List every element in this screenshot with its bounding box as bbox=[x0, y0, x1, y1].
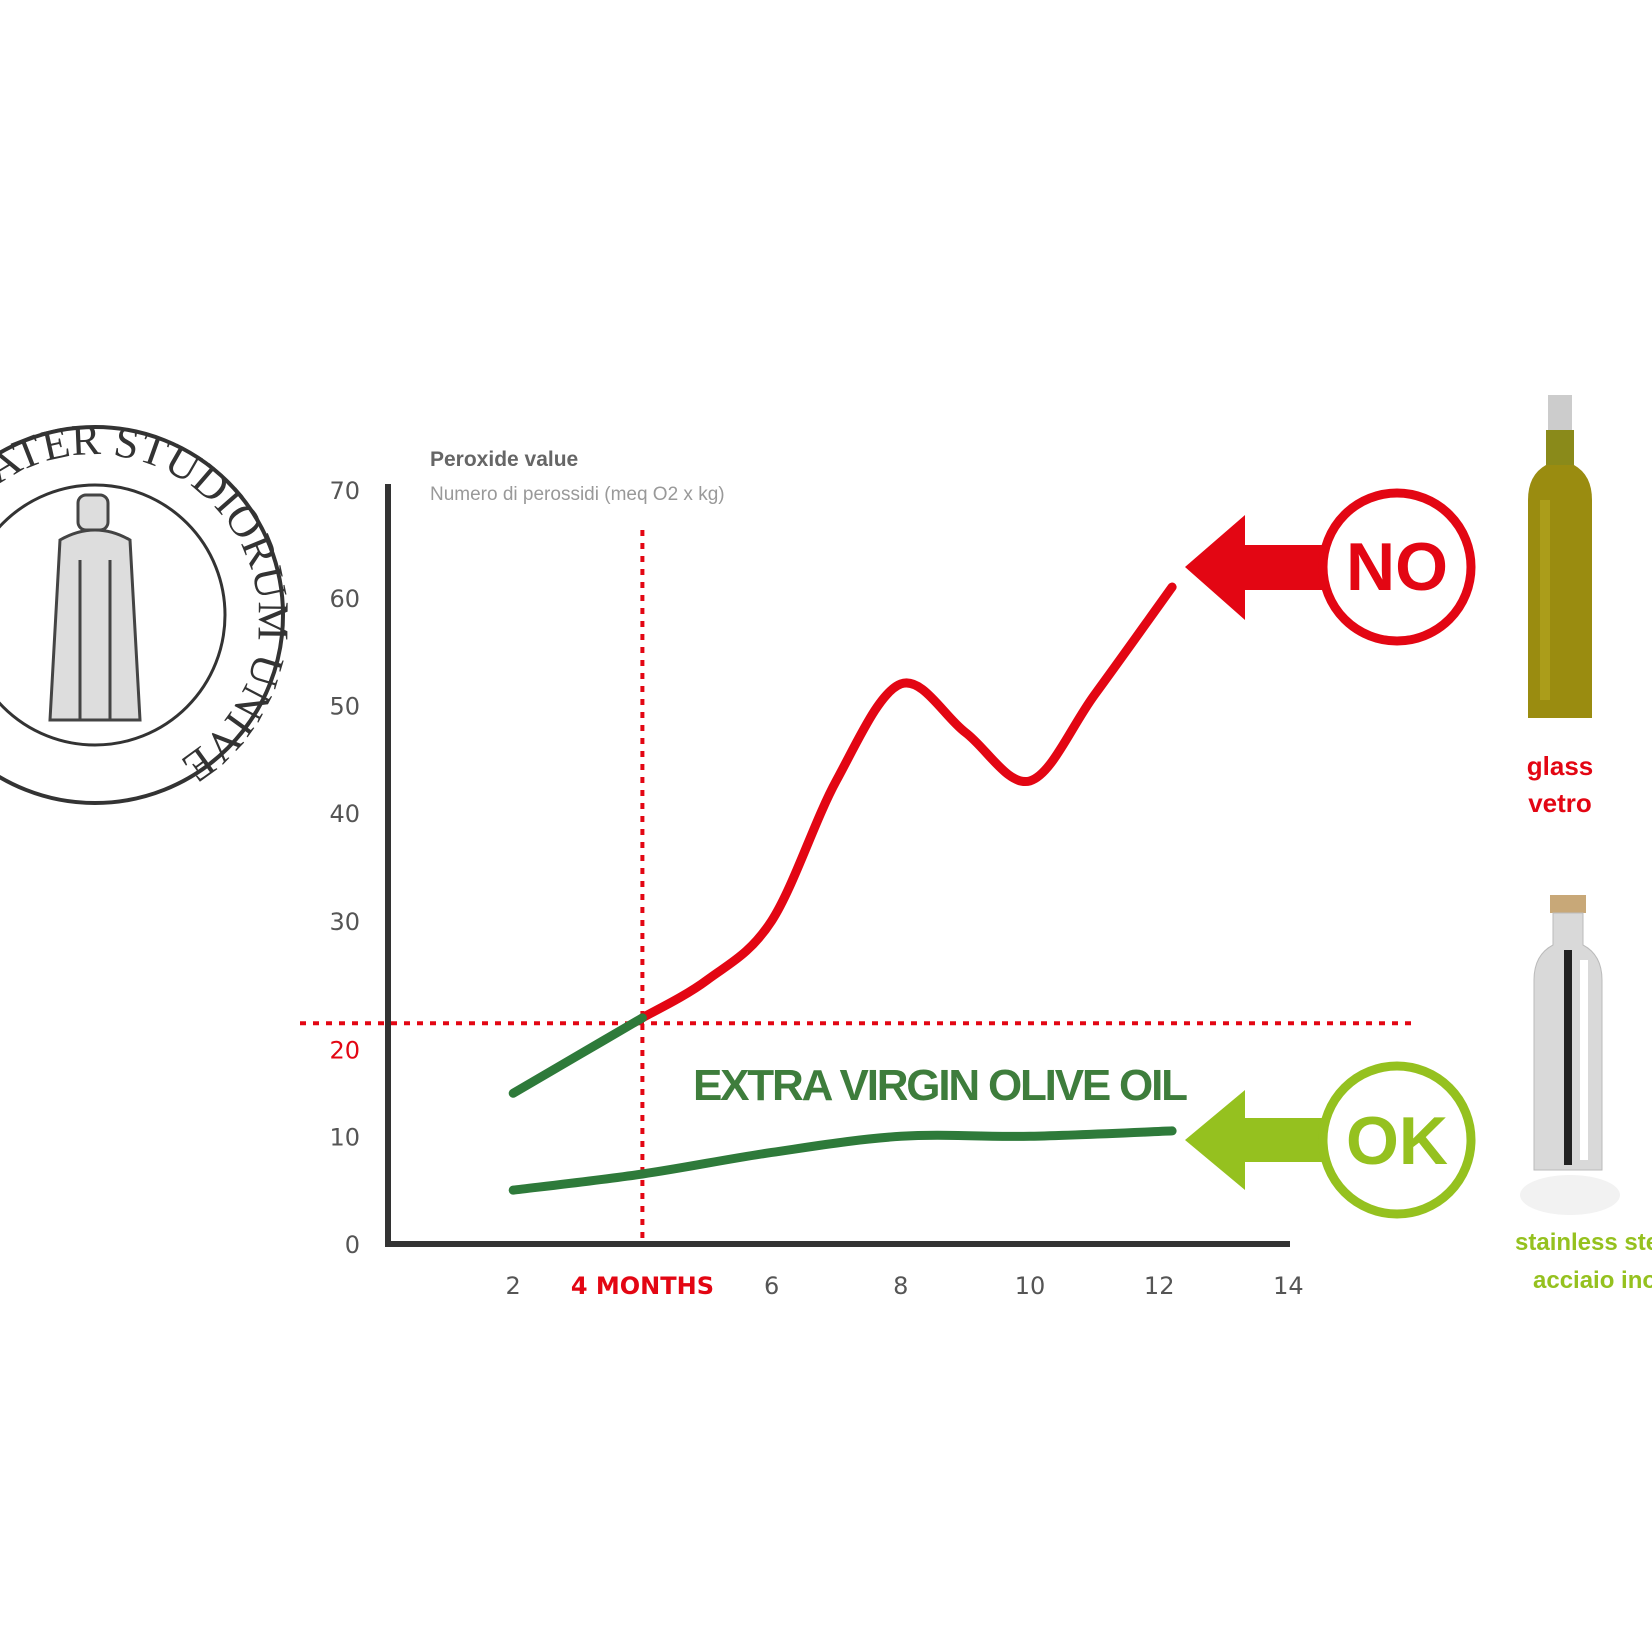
university-seal-logo: ALMA MATER STUDIORUM UNIVERSITAS bbox=[0, 0, 298, 805]
x-tick-label: 4 MONTHS bbox=[571, 1272, 714, 1300]
x-tick-label: 6 bbox=[764, 1272, 779, 1300]
steel-label-it: acciaio inox bbox=[1533, 1267, 1652, 1294]
glass-label-it: vetro bbox=[1528, 788, 1592, 818]
y-tick-label: 0 bbox=[345, 1231, 360, 1259]
arrow-left-icon bbox=[1185, 515, 1330, 620]
stainless-steel-bottle-image bbox=[1520, 895, 1620, 1215]
glass-bottle-image bbox=[1528, 395, 1592, 718]
svg-text:NO: NO bbox=[1346, 529, 1448, 605]
y-tick-label: 10 bbox=[329, 1123, 360, 1151]
glass-label: glass bbox=[1527, 751, 1594, 781]
steel-label: stainless steel bbox=[1515, 1229, 1652, 1256]
y-tick-label: 70 bbox=[329, 477, 360, 505]
y-tick-label: 50 bbox=[329, 693, 360, 721]
product-label: EXTRA VIRGIN OLIVE OIL bbox=[693, 1061, 1188, 1110]
series-line-glass-below-threshold bbox=[508, 1013, 647, 1098]
svg-text:OK: OK bbox=[1346, 1103, 1448, 1179]
arrow-left-icon bbox=[1185, 1090, 1330, 1190]
y-tick-label: 30 bbox=[329, 908, 360, 936]
no-badge: NO bbox=[1185, 488, 1476, 646]
y-axis-subtitle: Numero di perossidi (meq O2 x kg) bbox=[430, 484, 725, 505]
x-tick-label: 14 bbox=[1273, 1272, 1304, 1300]
x-tick-label: 10 bbox=[1015, 1272, 1046, 1300]
series-line-glass bbox=[637, 582, 1177, 1023]
ok-badge: OK bbox=[1185, 1061, 1476, 1219]
y-tick-label: 40 bbox=[329, 800, 360, 828]
y-axis-title: Peroxide value bbox=[430, 448, 578, 471]
series-line-stainless bbox=[508, 1126, 1177, 1195]
figure-icon bbox=[48, 493, 142, 722]
x-tick-label: 12 bbox=[1144, 1272, 1175, 1300]
x-tick-label: 2 bbox=[506, 1272, 521, 1300]
y-tick-label: 20 bbox=[329, 1037, 360, 1065]
x-tick-label: 8 bbox=[893, 1272, 908, 1300]
seal-text: ALMA MATER STUDIORUM UNIVERSITAS bbox=[0, 0, 298, 792]
y-tick-label: 60 bbox=[329, 585, 360, 613]
